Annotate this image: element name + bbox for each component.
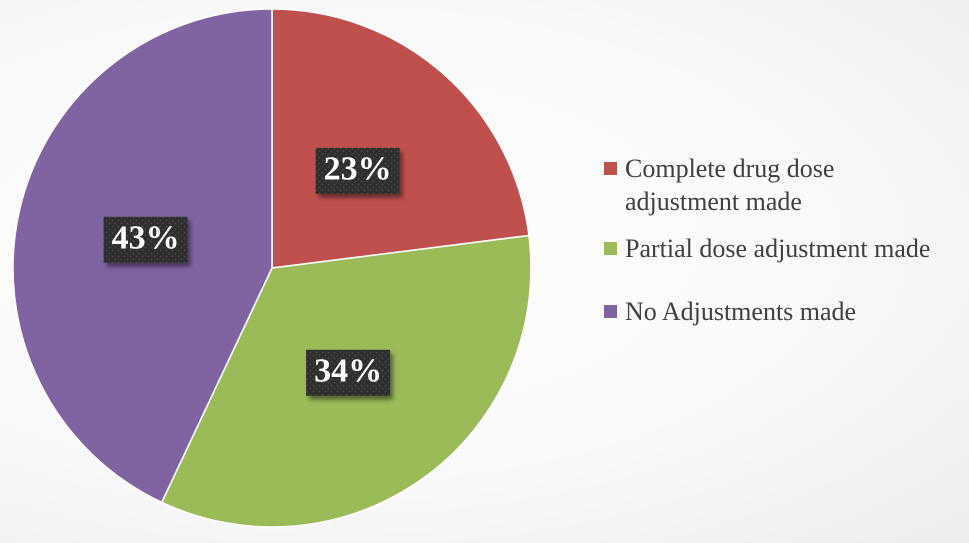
legend-item-no-adjustment: No Adjustments made [604, 295, 966, 328]
pie-slices [12, 8, 532, 528]
legend-label-no-adjustment: No Adjustments made [625, 297, 857, 326]
legend-label-complete-adjustment: Complete drug dose adjustment made [625, 154, 835, 216]
legend-swatch-complete-adjustment [604, 162, 617, 175]
legend-label-partial-adjustment: Partial dose adjustment made [625, 234, 931, 263]
pie-slice-complete-adjustment [271, 8, 530, 269]
data-label-no-adjustment: 43% [103, 216, 188, 263]
data-label-text-complete-adjustment: 23% [324, 151, 392, 188]
data-label-box-no-adjustment [103, 216, 188, 263]
data-label-text-no-adjustment: 43% [112, 220, 180, 257]
data-label-complete-adjustment: 23% [315, 147, 400, 194]
data-label-box-partial-adjustment [306, 349, 391, 396]
data-label-box-complete-adjustment [315, 147, 400, 194]
data-label-text-partial-adjustment: 34% [314, 353, 382, 390]
data-label-partial-adjustment: 34% [306, 349, 391, 396]
pie-data-labels: 23% 34% 43% [103, 147, 400, 396]
legend-swatch-no-adjustment [604, 305, 617, 318]
legend-item-complete-adjustment: Complete drug dose adjustment made [604, 152, 966, 218]
legend-swatch-partial-adjustment [604, 242, 617, 255]
chart-legend: Complete drug dose adjustment made Parti… [604, 152, 966, 358]
legend-item-partial-adjustment: Partial dose adjustment made [604, 232, 966, 265]
